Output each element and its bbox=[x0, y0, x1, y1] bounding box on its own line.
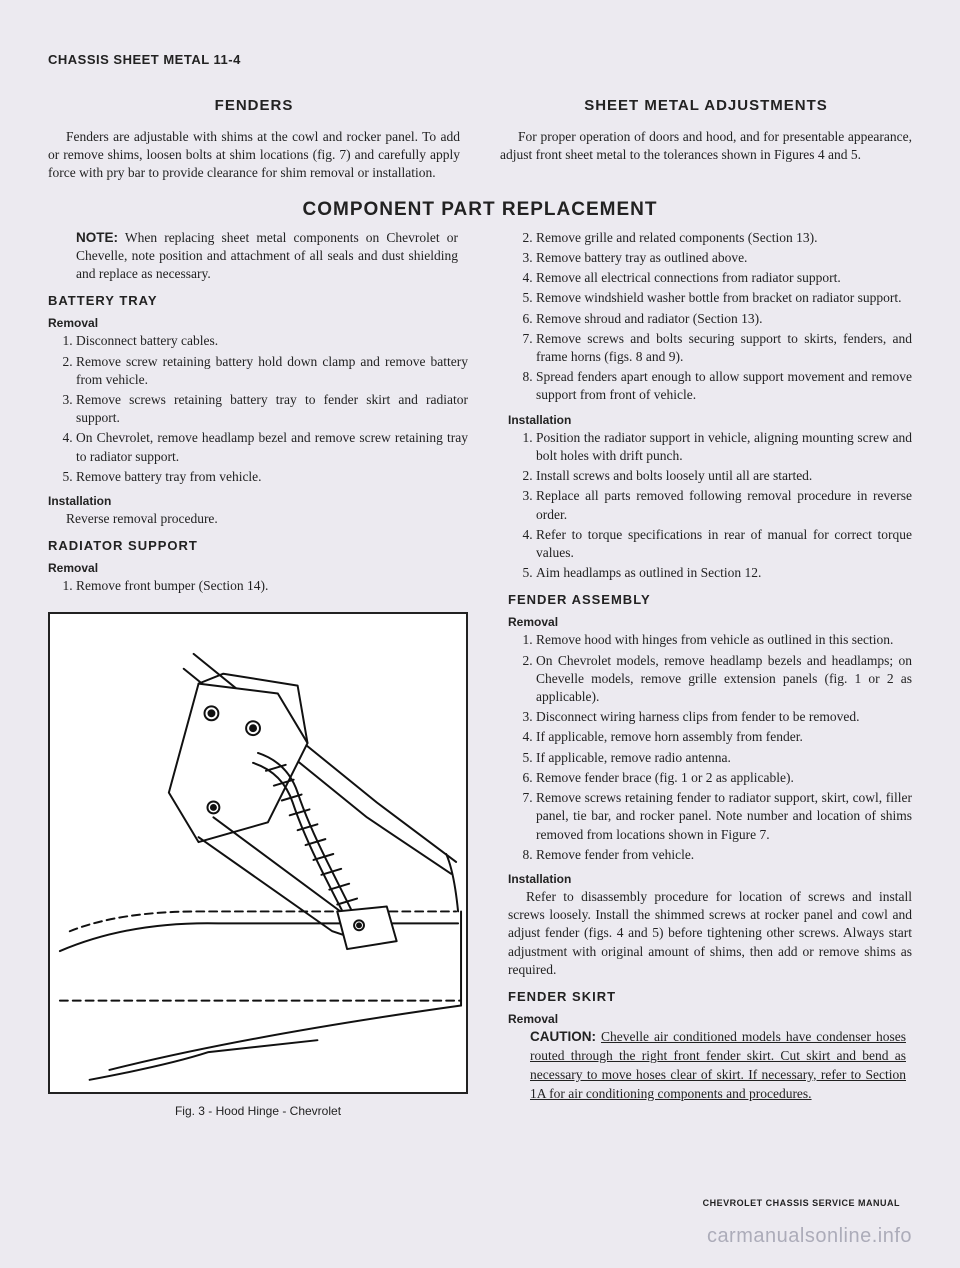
top-columns: FENDERS Fenders are adjustable with shim… bbox=[48, 97, 912, 189]
top-left-col: FENDERS Fenders are adjustable with shim… bbox=[48, 97, 460, 189]
list-item: Refer to torque specifications in rear o… bbox=[536, 526, 912, 562]
list-item: If applicable, remove horn assembly from… bbox=[536, 728, 912, 746]
fender-skirt-title: FENDER SKIRT bbox=[508, 989, 912, 1004]
list-item: Remove fender brace (fig. 1 or 2 as appl… bbox=[536, 769, 912, 787]
footer-text: CHEVROLET CHASSIS SERVICE MANUAL bbox=[703, 1198, 900, 1208]
figure-3-box bbox=[48, 612, 468, 1094]
list-item: Remove shroud and radiator (Section 13). bbox=[536, 310, 912, 328]
list-item: On Chevrolet, remove headlamp bezel and … bbox=[76, 429, 468, 465]
list-item: Remove all electrical connections from r… bbox=[536, 269, 912, 287]
adjustments-title: SHEET METAL ADJUSTMENTS bbox=[500, 97, 912, 114]
list-item: Disconnect wiring harness clips from fen… bbox=[536, 708, 912, 726]
main-columns: NOTE: When replacing sheet metal compone… bbox=[48, 229, 912, 1118]
list-item: On Chevrolet models, remove headlamp bez… bbox=[536, 652, 912, 707]
adjustments-para: For proper operation of doors and hood, … bbox=[500, 128, 912, 164]
page-header: CHASSIS SHEET METAL 11-4 bbox=[48, 52, 912, 67]
fender-removal-label: Removal bbox=[508, 615, 912, 629]
list-item: Install screws and bolts loosely until a… bbox=[536, 467, 912, 485]
radiator-removal-list-left: Remove front bumper (Section 14). bbox=[48, 577, 468, 595]
battery-removal-list: Disconnect battery cables. Remove screw … bbox=[48, 332, 468, 486]
list-item: Remove screw retaining battery hold down… bbox=[76, 353, 468, 389]
fenders-para: Fenders are adjustable with shims at the… bbox=[48, 128, 460, 183]
note-text: When replacing sheet metal components on… bbox=[76, 230, 458, 281]
figure-3-caption: Fig. 3 - Hood Hinge - Chevrolet bbox=[48, 1104, 468, 1118]
list-item: Remove grille and related components (Se… bbox=[536, 229, 912, 247]
list-item: Remove screws and bolts securing support… bbox=[536, 330, 912, 366]
list-item: Spread fenders apart enough to allow sup… bbox=[536, 368, 912, 404]
component-replacement-title: COMPONENT PART REPLACEMENT bbox=[48, 199, 912, 221]
right-col: Remove grille and related components (Se… bbox=[508, 229, 912, 1118]
note-label: NOTE: bbox=[76, 230, 118, 245]
list-item: Replace all parts removed following remo… bbox=[536, 487, 912, 523]
list-item: Remove battery tray as outlined above. bbox=[536, 249, 912, 267]
battery-install-label: Installation bbox=[48, 494, 468, 508]
radiator-install-list: Position the radiator support in vehicle… bbox=[508, 429, 912, 583]
hood-hinge-illustration bbox=[50, 614, 466, 1092]
list-item: If applicable, remove radio antenna. bbox=[536, 749, 912, 767]
radiator-install-label: Installation bbox=[508, 413, 912, 427]
list-item: Disconnect battery cables. bbox=[76, 332, 468, 350]
list-item: Remove screws retaining fender to radiat… bbox=[536, 789, 912, 844]
list-item: Remove screws retaining battery tray to … bbox=[76, 391, 468, 427]
list-item: Aim headlamps as outlined in Section 12. bbox=[536, 564, 912, 582]
skirt-removal-label: Removal bbox=[508, 1012, 912, 1026]
note-para: NOTE: When replacing sheet metal compone… bbox=[48, 229, 468, 284]
fender-assembly-title: FENDER ASSEMBLY bbox=[508, 592, 912, 607]
radiator-support-title: RADIATOR SUPPORT bbox=[48, 538, 468, 553]
battery-install-text: Reverse removal procedure. bbox=[48, 510, 468, 528]
list-item: Remove hood with hinges from vehicle as … bbox=[536, 631, 912, 649]
fender-install-text: Refer to disassembly procedure for locat… bbox=[508, 888, 912, 979]
list-item: Remove windshield washer bottle from bra… bbox=[536, 289, 912, 307]
fender-install-label: Installation bbox=[508, 872, 912, 886]
list-item: Remove battery tray from vehicle. bbox=[76, 468, 468, 486]
caution-label: CAUTION: bbox=[530, 1029, 596, 1044]
fenders-title: FENDERS bbox=[48, 97, 460, 114]
top-right-col: SHEET METAL ADJUSTMENTS For proper opera… bbox=[500, 97, 912, 189]
left-col: NOTE: When replacing sheet metal compone… bbox=[48, 229, 468, 1118]
radiator-removal-list-right: Remove grille and related components (Se… bbox=[508, 229, 912, 405]
caution-block: CAUTION: Chevelle air conditioned models… bbox=[508, 1028, 912, 1104]
battery-tray-title: BATTERY TRAY bbox=[48, 293, 468, 308]
watermark: carmanualsonline.info bbox=[707, 1225, 912, 1248]
fender-removal-list: Remove hood with hinges from vehicle as … bbox=[508, 631, 912, 864]
radiator-removal-label: Removal bbox=[48, 561, 468, 575]
battery-removal-label: Removal bbox=[48, 316, 468, 330]
list-item: Position the radiator support in vehicle… bbox=[536, 429, 912, 465]
list-item: Remove front bumper (Section 14). bbox=[76, 577, 468, 595]
list-item: Remove fender from vehicle. bbox=[536, 846, 912, 864]
